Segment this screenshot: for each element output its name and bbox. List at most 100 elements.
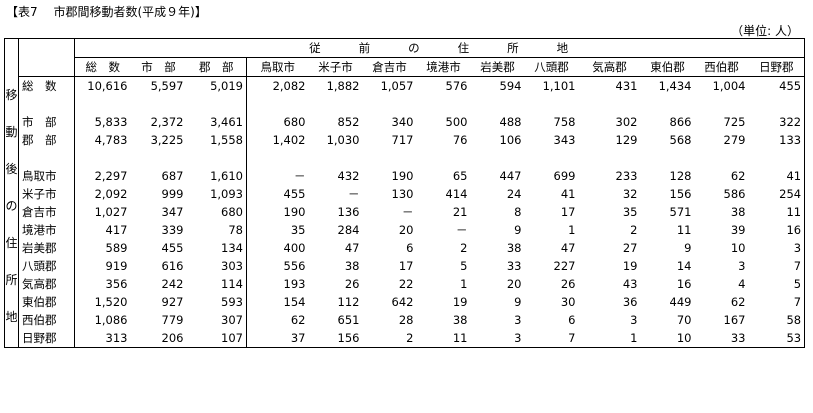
side-char: 後: [5, 162, 18, 176]
table-cell: 35: [622, 205, 638, 219]
table-cell: 35: [290, 223, 306, 237]
side-char: 動: [5, 125, 18, 139]
table-cell: 356: [105, 277, 128, 291]
table-cell: 651: [337, 313, 360, 327]
table-cell: 852: [337, 115, 360, 129]
table-cell: 1,520: [94, 295, 128, 309]
table-cell: 14: [676, 259, 692, 273]
table-cell: [525, 95, 579, 113]
table-cell: 414: [445, 187, 468, 201]
table-cell: 699: [553, 169, 576, 183]
table-cell: 38: [506, 241, 522, 255]
table-cell: 303: [186, 257, 247, 275]
table-cell: 866: [669, 115, 692, 129]
table-cell: 11: [786, 205, 802, 219]
table-cell: 589: [105, 241, 128, 255]
table-cell: [363, 149, 417, 167]
table-cell: 758: [553, 115, 576, 129]
header-char: 従: [309, 41, 323, 55]
table-cell: 133: [779, 133, 802, 147]
table-cell: 576: [445, 79, 468, 93]
table-cell: 32: [622, 187, 638, 201]
row-label: 東伯郡: [18, 293, 75, 311]
table-cell: 41: [560, 187, 576, 201]
row-label: [18, 95, 75, 113]
table-cell: 1,030: [326, 133, 360, 147]
table-cell: 919: [105, 259, 128, 273]
table-cell: 70: [676, 313, 692, 327]
table-cell: 2: [630, 223, 638, 237]
table-cell: [525, 149, 579, 167]
table-cell: 154: [283, 295, 306, 309]
table-cell: 24: [506, 187, 522, 201]
row-label: 米子市: [18, 185, 75, 203]
table-cell: 1,882: [326, 79, 360, 93]
table-cell: 488: [499, 115, 522, 129]
table-cell: [75, 149, 131, 167]
table-cell: 1,434: [658, 79, 692, 93]
table-cell: 1,086: [94, 313, 128, 327]
table-cell: 7: [793, 259, 802, 273]
table-cell: 190: [283, 205, 306, 219]
table-cell: 62: [290, 313, 306, 327]
table-cell: 6: [406, 241, 414, 255]
table-cell: 26: [344, 277, 360, 291]
table-cell: [695, 95, 749, 113]
table-cell: [75, 95, 131, 113]
table-cell: －: [456, 223, 468, 237]
column-header: 鳥取市: [246, 57, 309, 77]
table-cell: 455: [161, 241, 184, 255]
table-cell: 62: [730, 169, 746, 183]
table-cell: 1: [630, 331, 638, 345]
table-cell: 78: [186, 221, 247, 239]
table-cell: [417, 149, 471, 167]
row-label: 郡 部: [18, 131, 75, 149]
header-char: 住: [457, 41, 472, 55]
header-char: 地: [556, 41, 571, 55]
table-cell: 2: [406, 331, 414, 345]
table-cell: 47: [344, 241, 360, 255]
table-cell: 242: [161, 277, 184, 291]
row-label: [18, 149, 75, 167]
table-cell: 19: [622, 259, 638, 273]
table-row: 東伯郡 1,520 927 593 154 112 642 19 9 30 36 449 62 7: [5, 293, 805, 311]
table-cell: 2,082: [272, 79, 306, 93]
table-cell: 717: [391, 133, 414, 147]
table-cell: 3: [630, 313, 638, 327]
table-cell: 455: [779, 79, 802, 93]
table-cell: 233: [615, 169, 638, 183]
table-cell: －: [402, 205, 414, 219]
row-label: 市 部: [18, 113, 75, 131]
table-cell: 190: [391, 169, 414, 183]
table-cell: 8: [514, 205, 522, 219]
table-cell: 114: [186, 275, 247, 293]
row-side-label: 移動後の住所地: [4, 38, 19, 348]
table-cell: 680: [186, 203, 247, 221]
table-cell: 1,057: [380, 79, 414, 93]
table-cell: 7: [568, 331, 576, 345]
table-cell: 302: [615, 115, 638, 129]
header-previous-address: 従前の住所地: [74, 38, 805, 58]
row-label: 日野郡: [18, 329, 75, 348]
table-cell: 313: [105, 331, 128, 345]
table-cell: －: [294, 169, 306, 183]
table-cell: [641, 149, 695, 167]
table-cell: 616: [161, 259, 184, 273]
table-cell: 400: [283, 241, 306, 255]
table-cell: 19: [452, 295, 468, 309]
table-cell: 307: [186, 311, 247, 329]
table-cell: 106: [499, 133, 522, 147]
table-cell: 927: [161, 295, 184, 309]
table-cell: [186, 149, 247, 167]
table-cell: 571: [669, 205, 692, 219]
table-cell: [579, 149, 641, 167]
table-cell: [749, 149, 805, 167]
table-cell: 1,093: [186, 185, 247, 203]
table-cell: [247, 149, 309, 167]
side-char: 移: [5, 88, 18, 102]
table-row: [5, 149, 805, 167]
table-cell: 16: [676, 277, 692, 291]
table-row: 鳥取市 2,297 687 1,610 － 432 190 65 447 699 233 128 62 4…: [5, 167, 805, 185]
table-cell: 38: [730, 205, 746, 219]
column-header: 総 数: [74, 57, 131, 77]
